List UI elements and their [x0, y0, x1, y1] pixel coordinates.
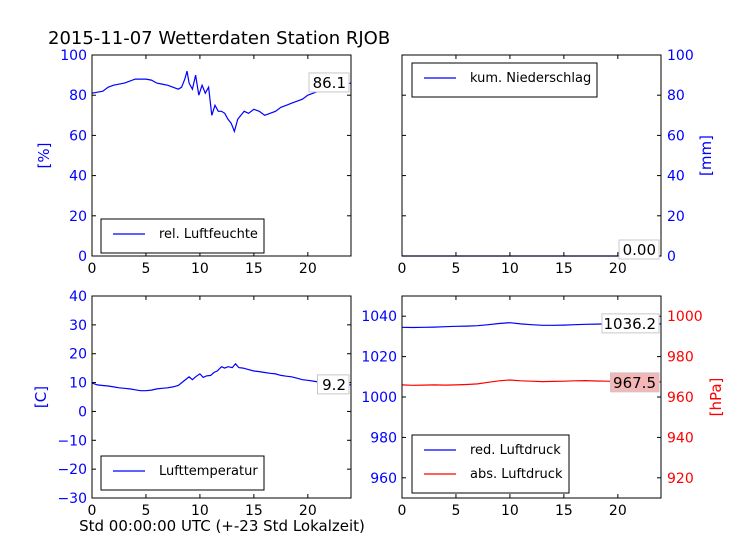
y-tick-label: 20 — [69, 209, 87, 225]
y-tick-label: 0 — [78, 249, 87, 265]
y-tick-label: 10 — [69, 376, 87, 392]
y-tick-label: 1000 — [667, 309, 703, 325]
x-tick-label: 5 — [451, 261, 460, 277]
reduced-pressure-value-label-box — [601, 313, 660, 334]
y-tick-label: 1040 — [361, 309, 397, 325]
x-tick-label: 10 — [501, 261, 519, 277]
x-tick-label: 15 — [245, 503, 263, 519]
y-tick-label: 40 — [667, 169, 685, 185]
temperature-y-label: [C] — [32, 386, 50, 408]
legend-box — [411, 434, 570, 494]
legend-label: kum. Niederschlag — [470, 71, 591, 86]
temperature-value-label-box — [317, 374, 350, 395]
x-tick-label: 15 — [245, 261, 263, 277]
absolute-pressure-value-label: 967.5 — [613, 374, 656, 392]
y-tick-label: 0 — [667, 249, 676, 265]
y-tick-label: 80 — [69, 88, 87, 104]
y-tick-label: 960 — [370, 471, 397, 487]
legend-box — [100, 218, 265, 254]
y-tick-label: 960 — [667, 390, 694, 406]
x-tick-label: 5 — [141, 261, 150, 277]
absolute-pressure-value-label-box — [610, 372, 660, 393]
x-tick-label: 15 — [555, 261, 573, 277]
x-tick-label: 10 — [191, 503, 209, 519]
precipitation-value-label: 0.00 — [623, 241, 656, 259]
y-tick-label: 980 — [370, 430, 397, 446]
humidity-panel: 0 5 10 15 20 0 20 40 60 80 100 [%] 86.1 rel. Luftfeuc… — [35, 48, 352, 277]
y-tick-label: −20 — [57, 462, 87, 478]
x-tick-label: 20 — [299, 261, 317, 277]
legend-label: red. Luftdruck — [470, 443, 561, 458]
temperature-panel: 0 5 10 15 20 −30 −20 −10 0 10 20 30 40 [C] 9.2 Lufttemp… — [32, 289, 352, 519]
humidity-value-label: 86.1 — [313, 74, 346, 92]
figure-title: 2015-11-07 Wetterdaten Station RJOB — [48, 28, 390, 49]
y-tick-label: 940 — [667, 430, 694, 446]
temperature-value-label: 9.2 — [322, 376, 346, 394]
y-tick-label: 40 — [69, 169, 87, 185]
x-tick-label: 0 — [398, 503, 407, 519]
y-tick-label: 40 — [69, 289, 87, 305]
y-tick-label: 20 — [69, 347, 87, 363]
y-tick-label: 980 — [667, 350, 694, 366]
y-tick-label: −30 — [57, 491, 87, 507]
y-tick-label: 60 — [69, 128, 87, 144]
x-tick-label: 10 — [501, 503, 519, 519]
x-tick-label: 0 — [88, 261, 97, 277]
x-tick-label: 0 — [88, 503, 97, 519]
humidity-y-label: [%] — [35, 143, 53, 169]
precipitation-value-label-box — [618, 239, 660, 260]
y-tick-label: 20 — [667, 209, 685, 225]
reduced-pressure-value-label: 1036.2 — [604, 315, 657, 333]
y-tick-label: −10 — [57, 433, 87, 449]
y-tick-label: 100 — [60, 48, 87, 64]
y-tick-label: 0 — [78, 404, 87, 420]
legend-label: Lufttemperatur — [159, 464, 258, 479]
y-tick-label: 60 — [667, 128, 685, 144]
plot-frame — [91, 295, 352, 499]
precipitation-y-label: [mm] — [697, 135, 715, 176]
y-tick-label: 30 — [69, 318, 87, 334]
x-tick-label: 5 — [451, 503, 460, 519]
legend-box — [411, 62, 598, 98]
plot-frame — [401, 54, 662, 257]
humidity-line — [91, 70, 352, 134]
humidity-value-label-box — [308, 72, 350, 93]
x-tick-label: 0 — [398, 261, 407, 277]
x-axis-label: Std 00:00:00 UTC (+-23 Std Lokalzeit) — [79, 517, 365, 535]
y-tick-label: 80 — [667, 88, 685, 104]
x-tick-label: 10 — [191, 261, 209, 277]
legend-box — [100, 455, 265, 491]
legend-label: rel. Luftfeuchte — [159, 227, 258, 242]
x-tick-label: 15 — [555, 503, 573, 519]
y-tick-label: 1020 — [361, 350, 397, 366]
legend-label: abs. Luftdruck — [470, 467, 563, 482]
x-tick-label: 20 — [609, 261, 627, 277]
temperature-line — [91, 362, 351, 392]
y-tick-label: 920 — [667, 471, 694, 487]
x-tick-label: 20 — [299, 503, 317, 519]
pressure-y-label: [hPa] — [707, 378, 725, 417]
precipitation-panel: 0 5 10 15 20 0 20 40 60 80 100 [mm] 0.00 kum. Nieders… — [398, 48, 715, 277]
x-tick-label: 5 — [141, 503, 150, 519]
pressure-panel: 0 5 10 15 20 960 980 1000 1020 1040 920 940 960 980 10… — [361, 295, 725, 519]
y-tick-label: 1000 — [361, 390, 397, 406]
plot-frame — [91, 54, 352, 257]
y-tick-label: 100 — [667, 48, 694, 64]
x-tick-label: 20 — [609, 503, 627, 519]
